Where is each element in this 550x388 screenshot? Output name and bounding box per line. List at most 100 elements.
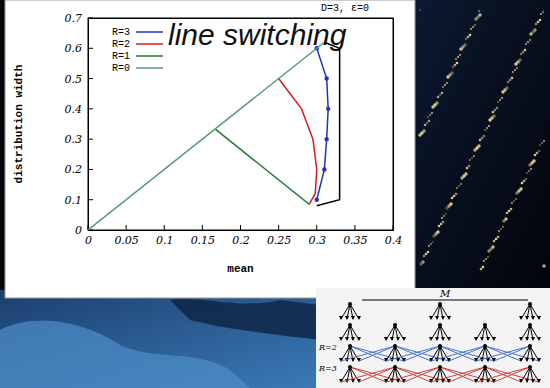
arrow-head <box>519 316 523 320</box>
tick-mark <box>126 225 127 230</box>
city-light <box>473 155 475 157</box>
city-light <box>483 135 486 138</box>
city-light <box>542 11 544 13</box>
city-light <box>524 49 527 52</box>
arrow-head <box>429 358 433 362</box>
tick-mark <box>202 225 203 230</box>
arrow-head <box>345 337 349 341</box>
tick-mark <box>88 48 93 49</box>
city-light <box>492 111 495 114</box>
city-light <box>483 260 485 262</box>
cross-edge <box>485 367 539 382</box>
tick-label: 0.7 <box>65 12 83 25</box>
arrow-head <box>447 316 451 320</box>
city-light <box>488 125 490 127</box>
arrow-head <box>474 379 478 383</box>
tick: 0.2 <box>232 18 250 247</box>
axis-line <box>89 18 394 231</box>
arrow-head <box>525 358 529 362</box>
city-light <box>443 215 445 217</box>
legend-swatch <box>136 31 163 33</box>
city-light <box>454 64 457 67</box>
city-light <box>506 212 509 215</box>
tree-root <box>348 302 352 306</box>
tick-label: 0.35 <box>343 234 368 247</box>
city-light <box>456 187 458 189</box>
city-light <box>429 114 431 116</box>
city-light <box>437 96 440 99</box>
plot-area <box>88 42 340 230</box>
city-light <box>432 241 434 243</box>
arrow-head <box>441 316 445 320</box>
arrow-head <box>525 337 529 341</box>
city-light <box>419 9 421 11</box>
city-light <box>496 107 499 110</box>
city-light <box>487 256 489 258</box>
legend-swatch <box>136 55 163 57</box>
city-light <box>509 79 512 82</box>
tree-root <box>483 344 487 348</box>
city-light <box>459 47 462 50</box>
chart-panel <box>5 0 415 298</box>
tick: 0.4 <box>65 103 394 116</box>
arrow-head <box>537 316 541 320</box>
city-light <box>445 206 448 209</box>
city-light <box>431 105 434 108</box>
city-light <box>494 109 497 112</box>
plot-frame <box>88 18 393 230</box>
tick-label: 0 <box>75 224 82 237</box>
background <box>0 0 550 388</box>
arrow-head <box>486 358 490 362</box>
legend: R=3R=2R=1R=0 <box>112 27 163 74</box>
legend-label: R=3 <box>112 27 130 38</box>
city-light <box>538 150 541 153</box>
city-light <box>453 195 456 198</box>
tick-label: 0.5 <box>65 73 83 86</box>
city-light <box>515 198 517 200</box>
tick: 0.25 <box>267 18 292 247</box>
city-lights <box>418 9 545 270</box>
city-light <box>501 90 504 93</box>
map-dark <box>170 299 320 340</box>
cross-edge <box>431 346 485 361</box>
tick-mark <box>88 169 93 170</box>
city-light <box>430 243 432 245</box>
grid-line <box>88 200 393 201</box>
arrow-head <box>435 316 439 320</box>
city-light <box>467 36 470 39</box>
city-light <box>451 197 454 200</box>
city-light <box>514 69 516 71</box>
series-line <box>317 42 340 206</box>
series-marker <box>324 137 328 141</box>
grid-line <box>88 139 393 140</box>
grid-line <box>88 169 393 170</box>
city-light <box>495 238 498 241</box>
arrow-head <box>474 358 478 362</box>
arrow-head <box>447 337 451 341</box>
tree-root <box>348 365 352 369</box>
cross-edge <box>404 367 440 382</box>
city-light <box>455 193 458 196</box>
city-light <box>526 172 528 174</box>
city-light <box>438 225 441 228</box>
chart-title: D=3, ε=0 <box>321 3 369 14</box>
city-light <box>445 213 447 215</box>
tick-label: 0.1 <box>156 234 174 247</box>
city-light <box>468 165 471 168</box>
city-light <box>528 170 530 172</box>
arrow-head <box>441 379 445 383</box>
city-light <box>457 56 459 58</box>
tree-root <box>528 323 532 327</box>
arrow-head <box>531 379 535 383</box>
city-light <box>493 240 496 243</box>
diagram-label: R=3 <box>318 364 337 373</box>
city-light <box>520 53 523 56</box>
tree-root <box>393 323 397 327</box>
city-light <box>419 262 422 265</box>
tick-label: 0.6 <box>65 42 83 55</box>
cross-edge <box>341 346 395 361</box>
tick-label: 0.4 <box>65 103 83 116</box>
series-marker <box>324 76 328 80</box>
arrow-head <box>339 316 343 320</box>
arrow-head <box>396 358 400 362</box>
